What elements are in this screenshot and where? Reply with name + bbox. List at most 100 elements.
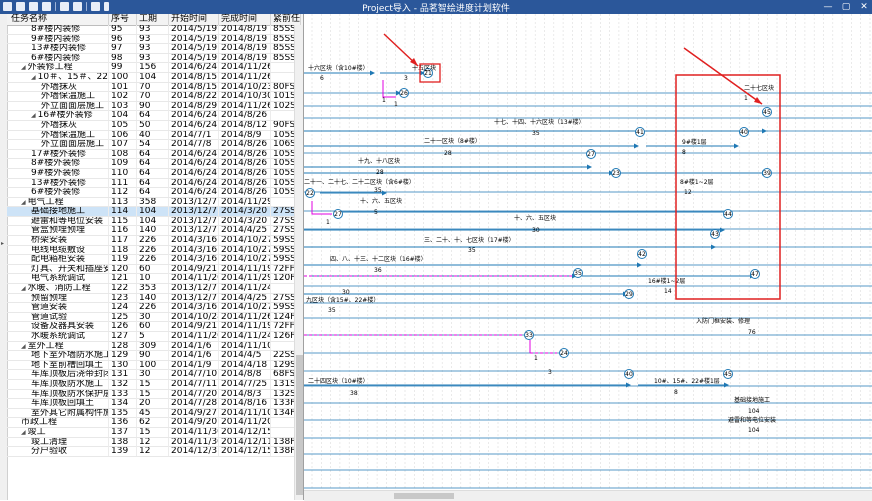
network-diagram[interactable]: 21 26 45 41 40 27 23 39 22 27 44 43 42 35 47 29 33 24 40 45… (304, 14, 872, 500)
table-row[interactable]: 8#楼内装修 95 93 2014/5/19 2014/8/19 85SS (7, 25, 301, 35)
table-row[interactable]: 避雷和等电位安装 115 104 2013/12/7 2014/3/20 27SS (7, 216, 301, 227)
new-file-icon[interactable] (3, 2, 12, 11)
task-name-cell[interactable]: 外墙保温施工 (7, 92, 109, 102)
task-name-cell[interactable]: 管道试验 (7, 312, 109, 322)
table-row[interactable]: 车库顶板回填土 134 20 2014/7/28 2014/8/16 133FS (7, 399, 301, 409)
minimize-button[interactable]: — (823, 2, 833, 12)
table-row[interactable]: ◢ 室外工程 128 309 2014/1/6 2014/11/10 (7, 341, 301, 352)
redo-icon[interactable] (73, 2, 82, 11)
header-duration[interactable]: 工期 (137, 14, 169, 25)
task-name-cell[interactable]: 管盒预埋预埋 (7, 226, 109, 236)
task-name-cell[interactable]: 8#楼内装修 (7, 25, 109, 34)
task-name-cell[interactable]: 9#楼外装修 (7, 168, 109, 178)
collapse-toggle-icon[interactable]: ◢ (21, 64, 26, 72)
table-row[interactable]: 预留预埋 123 140 2013/12/7 2014/4/25 27SS (7, 293, 301, 304)
collapse-toggle-icon[interactable]: ◢ (31, 112, 36, 120)
maximize-button[interactable]: ▢ (841, 2, 851, 12)
collapse-toggle-icon[interactable]: ◢ (21, 428, 26, 436)
table-row[interactable]: ◢10＃、15＃、22#楼外装修1001042014/8/152014/11/2… (7, 72, 301, 83)
task-name-cell[interactable]: 避雷和等电位安装 (7, 216, 109, 226)
task-name-cell[interactable]: 13#楼外装修 (7, 178, 109, 188)
table-row[interactable]: 电气系统调试 121 10 2014/11/20 2014/11/29 120FS (7, 274, 301, 285)
table-row[interactable]: 基础接地施工 114 104 2013/12/7 2014/3/20 27SS (7, 207, 301, 217)
task-name-cell[interactable]: 电线电缆敷设 (7, 245, 109, 255)
task-name-cell[interactable]: ◢ 外装修工程 (7, 63, 109, 73)
task-name-cell[interactable]: 17#楼外装修 (7, 149, 109, 159)
user-icon[interactable] (91, 2, 100, 11)
header-predecessor[interactable]: 紧前任务 (273, 14, 301, 25)
table-row[interactable]: ◢ 外装修工程 99 156 2014/6/24 2014/11/26 (7, 63, 301, 73)
dropdown-icon[interactable] (104, 2, 109, 11)
close-button[interactable]: ✕ (860, 2, 868, 12)
undo-icon[interactable] (60, 2, 69, 11)
task-name-cell[interactable]: 桥架安装 (7, 236, 109, 246)
task-name-cell[interactable]: 车库顶板防水保护层施工 (7, 389, 109, 399)
header-task-name[interactable]: 任务名称 (7, 14, 109, 25)
task-name-cell[interactable]: 13#楼内装修 (7, 44, 109, 54)
horizontal-scrollbar[interactable] (304, 490, 872, 501)
task-name-cell[interactable]: 6#楼外装修 (7, 188, 109, 198)
task-name-cell[interactable]: ◢10＃、15＃、22#楼外装修 (7, 72, 109, 82)
task-name-cell[interactable]: 外墙保温施工 (7, 130, 109, 140)
collapse-toggle-icon[interactable]: ◢ (31, 73, 36, 81)
task-name-cell[interactable]: 设备及器具安装 (7, 322, 109, 332)
table-row[interactable]: 13#楼内装修 97 93 2014/5/19 2014/8/19 85SS (7, 44, 301, 54)
horizontal-scroll-thumb[interactable] (394, 493, 454, 499)
task-name-cell[interactable]: ◢ 电气工程 (7, 197, 109, 207)
table-row[interactable]: 9#楼内装修 96 93 2014/5/19 2014/8/19 85SS (7, 34, 301, 45)
table-row[interactable]: ◢ 16#楼外装修 104 64 2014/6/24 2014/8/26 (7, 111, 301, 121)
task-name-cell[interactable]: 外立面面层施工 (7, 140, 109, 150)
task-name-cell[interactable]: 6#楼内装修 (7, 53, 109, 63)
table-row[interactable]: 竣工清理 138 12 2014/11/30 2014/12/11 138FS (7, 437, 301, 448)
table-row[interactable]: 6#楼外装修 112 64 2014/6/24 2014/8/26 105SS (7, 188, 301, 198)
task-name-cell[interactable]: 电气系统调试 (7, 274, 109, 284)
task-name-cell[interactable]: 市政工程 (7, 418, 109, 428)
collapse-toggle-icon[interactable]: ◢ (21, 198, 26, 206)
task-name-cell[interactable]: 分户验收 (7, 447, 109, 457)
task-name-cell[interactable]: 水暖系统调试 (7, 332, 109, 341)
table-row[interactable]: 6#楼内装修 98 93 2014/5/19 2014/8/19 85SS (7, 53, 301, 64)
table-row[interactable]: ◢ 电气工程 113 358 2013/12/7 2014/11/29 (7, 197, 301, 208)
header-end[interactable]: 完成时间 (219, 14, 271, 25)
task-name-cell[interactable]: 灯具、开关和插座安装 (7, 264, 109, 274)
table-row[interactable]: 8#楼外装修 109 64 2014/6/24 2014/8/26 105SS (7, 159, 301, 169)
task-name-cell[interactable]: 竣工清理 (7, 437, 109, 447)
task-name-cell[interactable]: 管道安装 (7, 303, 109, 313)
task-name-cell[interactable]: 外墙抹灰 (7, 120, 109, 130)
task-name-cell[interactable]: 9#楼内装修 (7, 34, 109, 44)
header-no[interactable]: 序号 (109, 14, 137, 25)
table-row[interactable]: 13#楼外装修 111 64 2014/6/24 2014/8/26 105SS (7, 178, 301, 189)
collapse-toggle-icon[interactable]: ◢ (21, 342, 26, 350)
task-name-cell[interactable]: ◢ 竣工 (7, 427, 109, 437)
open-folder-icon[interactable] (16, 2, 25, 11)
table-row[interactable]: 管道试验 125 30 2014/10/28 2014/11/26 124FS (7, 312, 301, 323)
task-name-cell[interactable]: 车库顶板回填土 (7, 399, 109, 409)
collapse-toggle-icon[interactable]: ◢ (21, 285, 26, 293)
task-name-cell[interactable]: ◢ 16#楼外装修 (7, 111, 109, 121)
task-name-cell[interactable]: 车库顶板后浇带封闭 (7, 370, 109, 380)
task-name-cell[interactable]: 地下室外墙防水施工 (7, 351, 109, 361)
table-row[interactable]: 17#楼外装修 108 64 2014/6/24 2014/8/26 105SS (7, 149, 301, 160)
task-name-cell[interactable]: 基础接地施工 (7, 207, 109, 217)
table-row[interactable]: 市政工程 136 62 2014/9/20 2014/11/20 (7, 418, 301, 428)
table-row[interactable]: ◢ 水暖、消防工程 122 353 2013/12/7 2014/11/24 (7, 284, 301, 294)
print-icon[interactable] (42, 2, 51, 11)
task-name-cell[interactable]: 预留预埋 (7, 293, 109, 303)
table-row[interactable]: 9#楼外装修 110 64 2014/6/24 2014/8/26 105SS (7, 168, 301, 179)
task-name-cell[interactable]: 车库顶板防水施工 (7, 379, 109, 389)
task-name-cell[interactable]: 外墙抹灰 (7, 82, 109, 92)
table-row[interactable]: 水暖系统调试 127 5 2014/11/20 2014/11/24 126FS (7, 332, 301, 342)
